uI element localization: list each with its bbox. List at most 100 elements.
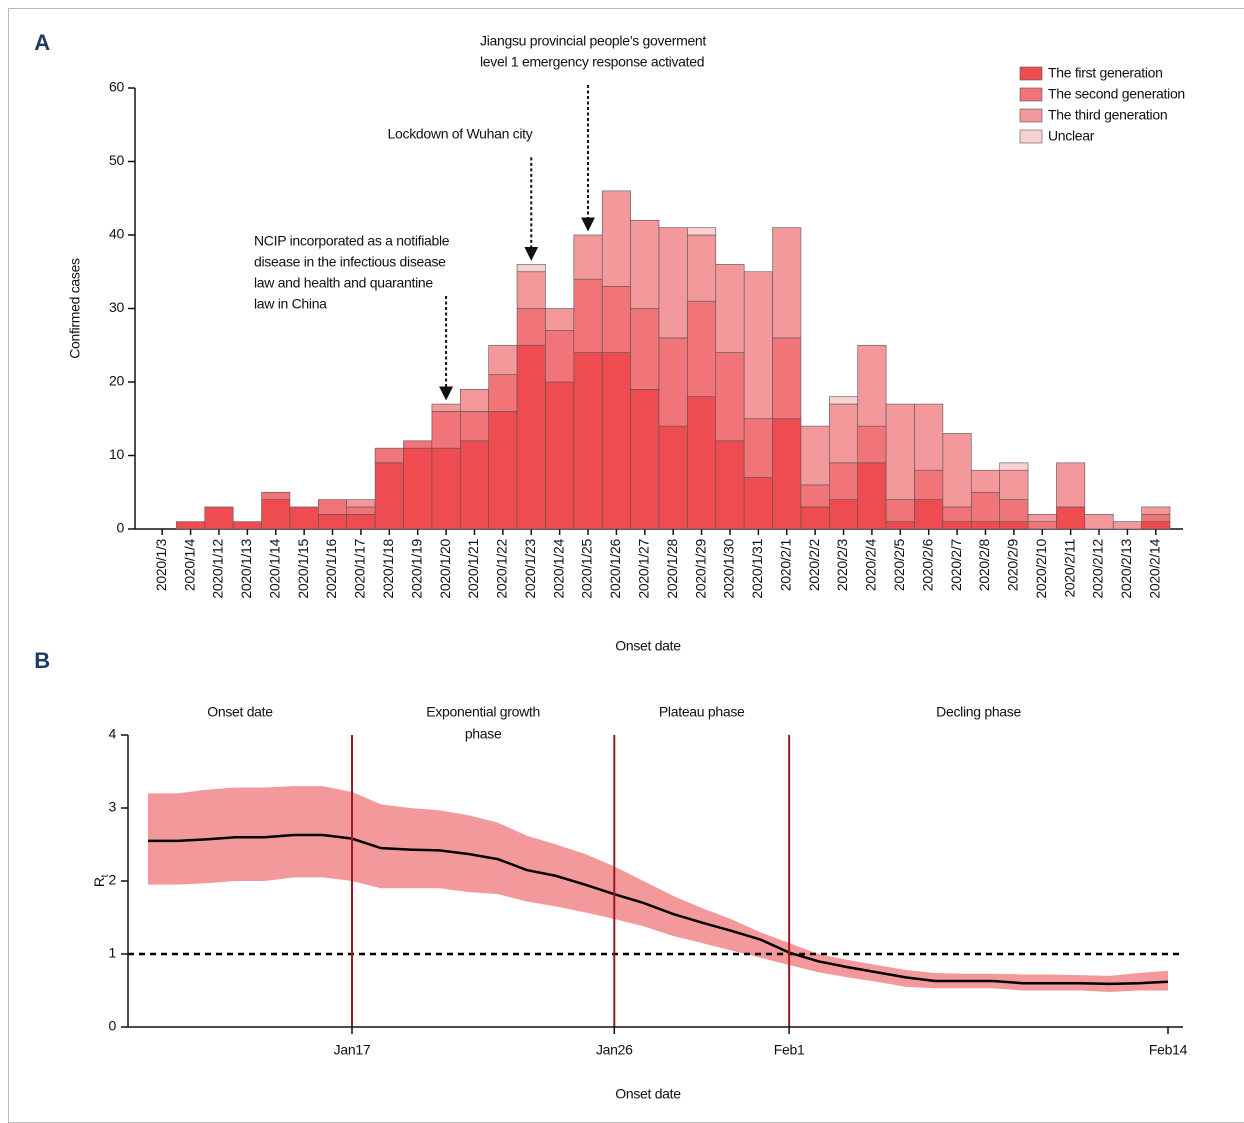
x-tick-label: 2020/1/25 bbox=[579, 538, 595, 598]
bar-segment bbox=[374, 462, 404, 530]
bar-segment bbox=[488, 411, 518, 530]
annotation: NCIP incorporated as a notifiable bbox=[254, 233, 450, 249]
bar-segment bbox=[545, 330, 575, 383]
x-tick-label: 2020/2/7 bbox=[948, 538, 964, 591]
bar-segment bbox=[1112, 521, 1142, 530]
bar-segment bbox=[516, 308, 546, 346]
legend-swatch bbox=[1019, 66, 1043, 81]
x-tick-label: 2020/2/2 bbox=[806, 538, 822, 591]
bar-segment bbox=[743, 477, 773, 530]
bar-segment bbox=[715, 352, 745, 442]
bar-segment bbox=[715, 264, 745, 353]
bar-segment bbox=[601, 352, 631, 530]
bar-segment bbox=[1027, 521, 1057, 530]
bar-segment bbox=[743, 418, 773, 478]
x-tick-label: 2020/2/1 bbox=[777, 538, 793, 591]
confidence-band bbox=[148, 786, 1168, 992]
x-tick-label: 2020/1/14 bbox=[266, 538, 282, 598]
bar-segment bbox=[261, 491, 291, 500]
phase-label: Decling phase bbox=[936, 704, 1021, 720]
bar-segment bbox=[970, 491, 1000, 522]
y-tick-label: 1 bbox=[109, 945, 117, 961]
bar-segment bbox=[800, 484, 830, 508]
bar-segment bbox=[999, 469, 1029, 500]
bar-segment bbox=[885, 499, 915, 522]
bar-segment bbox=[687, 300, 717, 397]
bar-segment bbox=[573, 278, 603, 353]
bar-segment bbox=[885, 403, 915, 500]
x-tick-label: Jan26 bbox=[596, 1042, 633, 1058]
bar-segment bbox=[431, 403, 461, 412]
bar-segment bbox=[630, 220, 660, 309]
bar-segment bbox=[1141, 506, 1171, 515]
x-tick-label: 2020/1/3 bbox=[153, 538, 169, 591]
bar-segment bbox=[772, 418, 802, 530]
annotation: level 1 emergency response activated bbox=[480, 54, 704, 70]
phase-label: phase bbox=[465, 726, 502, 742]
y-tick-label: 10 bbox=[109, 446, 124, 462]
bar-segment bbox=[403, 440, 433, 449]
x-tick-label: Feb1 bbox=[774, 1042, 805, 1058]
bar-segment bbox=[829, 403, 859, 464]
bar-segment bbox=[459, 440, 489, 530]
bar-segment bbox=[942, 506, 972, 522]
bar-segment bbox=[630, 389, 660, 530]
bar-segment bbox=[772, 227, 802, 339]
bar-segment bbox=[346, 499, 376, 508]
bar-segment bbox=[1141, 513, 1171, 522]
x-tick-label: 2020/1/29 bbox=[692, 538, 708, 598]
annotation: law and health and quarantine bbox=[254, 275, 433, 291]
y-tick-label: 4 bbox=[109, 726, 117, 742]
legend-label: The second generation bbox=[1048, 86, 1185, 102]
bar-segment bbox=[601, 190, 631, 287]
x-tick-label: 2020/1/18 bbox=[380, 538, 396, 598]
annotation: disease in the infectious disease bbox=[254, 254, 446, 270]
bar-segment bbox=[1084, 513, 1114, 530]
legend-swatch bbox=[1019, 108, 1043, 123]
bar-segment bbox=[488, 344, 518, 375]
x-tick-label: 2020/1/19 bbox=[408, 538, 424, 598]
bar-segment bbox=[318, 499, 348, 515]
bar-segment bbox=[999, 462, 1029, 471]
x-tick-label: 2020/1/28 bbox=[664, 538, 680, 598]
legend-swatch bbox=[1019, 129, 1043, 144]
bar-segment bbox=[829, 499, 859, 530]
bar-segment bbox=[829, 462, 859, 500]
y-tick-label: 0 bbox=[117, 520, 125, 536]
bar-segment bbox=[800, 506, 830, 530]
bar-segment bbox=[459, 389, 489, 412]
x-tick-label: 2020/2/10 bbox=[1033, 538, 1049, 598]
bar-segment bbox=[346, 506, 376, 515]
legend-label: The third generation bbox=[1048, 107, 1167, 123]
y-tick-label: 0 bbox=[109, 1018, 117, 1034]
annotation: law in China bbox=[254, 296, 327, 312]
bar-segment bbox=[261, 499, 291, 530]
x-tick-label: 2020/2/8 bbox=[976, 538, 992, 591]
bar-segment bbox=[687, 227, 717, 236]
x-tick-label: 2020/1/24 bbox=[550, 538, 566, 598]
bar-segment bbox=[601, 286, 631, 353]
bar-segment bbox=[1056, 462, 1086, 508]
bar-segment bbox=[374, 447, 404, 464]
bar-segment bbox=[999, 521, 1029, 530]
bar-segment bbox=[318, 513, 348, 530]
x-tick-label: 2020/1/26 bbox=[607, 538, 623, 598]
bar-segment bbox=[431, 447, 461, 530]
bar-segment bbox=[545, 308, 575, 331]
x-tick-label: 2020/2/6 bbox=[919, 538, 935, 591]
x-axis-label: Onset date bbox=[615, 1086, 681, 1102]
y-tick-label: 40 bbox=[109, 226, 124, 242]
x-tick-label: 2020/1/23 bbox=[522, 538, 538, 598]
bar-segment bbox=[687, 396, 717, 530]
bar-segment bbox=[1056, 506, 1086, 530]
y-tick-label: 60 bbox=[109, 79, 124, 95]
x-tick-label: 2020/2/13 bbox=[1118, 538, 1134, 598]
bar-segment bbox=[658, 337, 688, 427]
bar-segment bbox=[516, 271, 546, 309]
x-axis-label: Onset date bbox=[615, 638, 681, 654]
x-tick-label: 2020/2/3 bbox=[834, 538, 850, 591]
bar-segment bbox=[970, 521, 1000, 530]
bar-segment bbox=[658, 425, 688, 530]
x-tick-label: 2020/1/15 bbox=[295, 538, 311, 598]
bar-segment bbox=[687, 234, 717, 302]
